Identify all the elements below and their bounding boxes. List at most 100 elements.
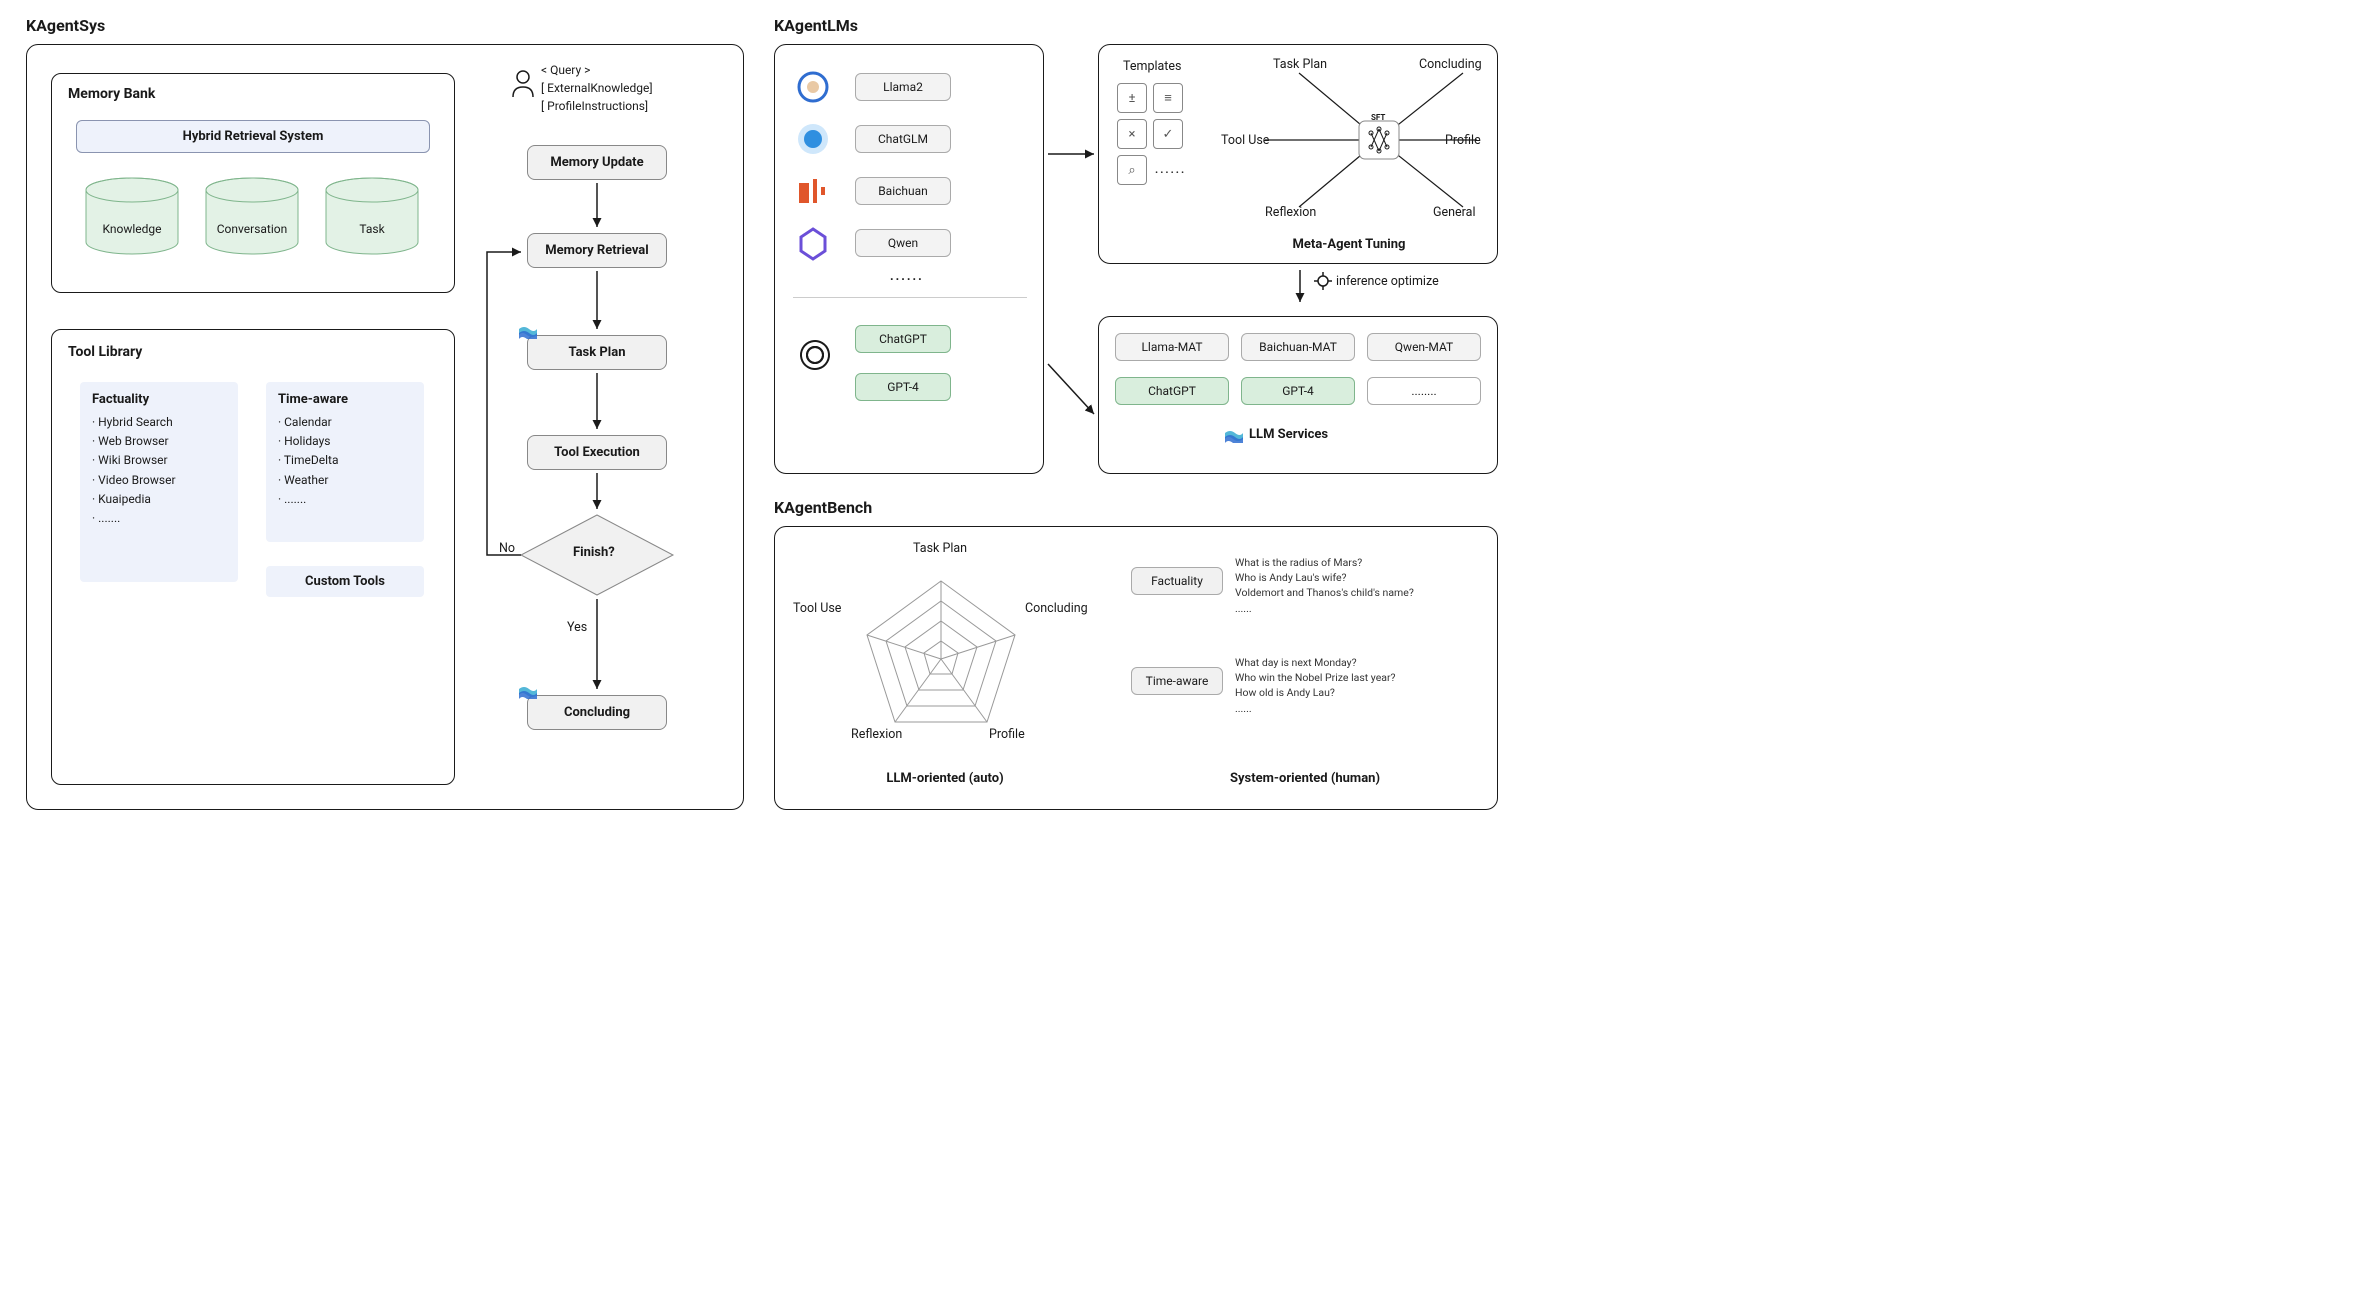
model-gpt4: GPT-4 bbox=[855, 373, 951, 401]
tag-icon bbox=[519, 685, 537, 699]
memory-retrieval-node: Memory Retrieval bbox=[527, 233, 667, 268]
custom-tools: Custom Tools bbox=[266, 566, 424, 597]
query-line: < Query > bbox=[541, 61, 653, 79]
factuality-block: Factuality Hybrid Search Web Browser Wik… bbox=[80, 382, 238, 582]
model-llama2: Llama2 bbox=[855, 73, 951, 101]
q-line: Voldemort and Thanos's child's name? bbox=[1235, 585, 1485, 600]
meta-agent-tuning-title: Meta-Agent Tuning bbox=[1249, 237, 1449, 252]
no-label: No bbox=[499, 541, 515, 556]
bench-timeaware: Time-aware bbox=[1131, 667, 1223, 695]
llama-mat: Llama-MAT bbox=[1115, 333, 1229, 361]
timeaware-block: Time-aware Calendar Holidays TimeDelta W… bbox=[266, 382, 424, 542]
lm-arrows bbox=[1044, 44, 1104, 474]
model-chatglm: ChatGLM bbox=[855, 125, 951, 153]
kagentlms-models-box: Llama2 ChatGLM Baichuan Qwen ...... Chat… bbox=[774, 44, 1044, 474]
q-line: ...... bbox=[1235, 601, 1485, 616]
qwen-mat: Qwen-MAT bbox=[1367, 333, 1481, 361]
svc-gpt4: GPT-4 bbox=[1241, 377, 1355, 405]
tool-library-title: Tool Library bbox=[68, 344, 142, 360]
list-item: Hybrid Search bbox=[92, 413, 226, 432]
dots: ...... bbox=[890, 269, 924, 284]
templates-label: Templates bbox=[1123, 59, 1181, 74]
model-qwen: Qwen bbox=[855, 229, 951, 257]
memory-update-node: Memory Update bbox=[527, 145, 667, 180]
llama-icon bbox=[795, 69, 831, 105]
concluding-node: Concluding bbox=[527, 695, 667, 730]
baichuan-icon bbox=[795, 173, 831, 209]
cylinder-knowledge: Knowledge bbox=[82, 176, 182, 262]
radar-reflexion: Reflexion bbox=[851, 727, 902, 742]
q-line: ...... bbox=[1235, 701, 1485, 716]
meta-agent-tuning-box: Templates ± ≡ × ✓ ⌕ ...... SFT Task Plan… bbox=[1098, 44, 1498, 264]
radar-concluding: Concluding bbox=[1025, 601, 1088, 616]
cyl-label: Conversation bbox=[202, 222, 302, 236]
factuality-head: Factuality bbox=[92, 392, 226, 407]
timeaware-qs: What day is next Monday? Who win the Nob… bbox=[1235, 655, 1485, 716]
list-item: ....... bbox=[278, 490, 412, 509]
templates-dots: ...... bbox=[1155, 163, 1186, 176]
radar-tooluse: Tool Use bbox=[793, 601, 841, 616]
kagentsys-box: Memory Bank Hybrid Retrieval System Know… bbox=[26, 44, 744, 810]
hybrid-retrieval: Hybrid Retrieval System bbox=[76, 120, 430, 153]
cyl-label: Task bbox=[322, 222, 422, 236]
inference-opt-label: inference optimize bbox=[1336, 274, 1439, 289]
list-item: Web Browser bbox=[92, 432, 226, 451]
q-line: What is the radius of Mars? bbox=[1235, 555, 1485, 570]
factuality-list: Hybrid Search Web Browser Wiki Browser V… bbox=[92, 413, 226, 528]
general-label: General bbox=[1433, 205, 1476, 220]
timeaware-head: Time-aware bbox=[278, 392, 412, 407]
radar-profile: Profile bbox=[989, 727, 1025, 742]
cyl-label: Knowledge bbox=[82, 222, 182, 236]
svc-chatgpt: ChatGPT bbox=[1115, 377, 1229, 405]
concluding-label: Concluding bbox=[1419, 57, 1482, 72]
list-item: Video Browser bbox=[92, 471, 226, 490]
list-item: TimeDelta bbox=[278, 451, 412, 470]
q-line: What day is next Monday? bbox=[1235, 655, 1485, 670]
q-line: Who win the Nobel Prize last year? bbox=[1235, 670, 1485, 685]
list-item: Calendar bbox=[278, 413, 412, 432]
kagentlms-title: KAgentLMs bbox=[774, 16, 858, 35]
finish-label: Finish? bbox=[573, 545, 615, 560]
list-item: Weather bbox=[278, 471, 412, 490]
taskplan-label: Task Plan bbox=[1273, 57, 1327, 72]
memory-bank-box: Memory Bank Hybrid Retrieval System Know… bbox=[51, 73, 455, 293]
system-oriented-label: System-oriented (human) bbox=[1175, 771, 1435, 786]
chatglm-icon bbox=[795, 121, 831, 157]
profile-label: Profile bbox=[1445, 133, 1481, 148]
gear-icon bbox=[1314, 272, 1332, 290]
q-line: How old is Andy Lau? bbox=[1235, 685, 1485, 700]
memory-bank-title: Memory Bank bbox=[68, 86, 155, 102]
list-item: Holidays bbox=[278, 432, 412, 451]
list-item: Wiki Browser bbox=[92, 451, 226, 470]
list-item: ....... bbox=[92, 509, 226, 528]
kagentsys-title: KAgentSys bbox=[26, 16, 105, 35]
profile-instr-line: [ ProfileInstructions] bbox=[541, 97, 653, 115]
qwen-icon bbox=[795, 225, 831, 261]
factuality-qs: What is the radius of Mars? Who is Andy … bbox=[1235, 555, 1485, 616]
radar-taskplan: Task Plan bbox=[913, 541, 967, 556]
query-block: < Query > [ ExternalKnowledge] [ Profile… bbox=[541, 61, 653, 115]
model-chatgpt: ChatGPT bbox=[855, 325, 951, 353]
bench-factuality: Factuality bbox=[1131, 567, 1223, 595]
openai-icon bbox=[795, 335, 835, 375]
kagentbench-title: KAgentBench bbox=[774, 498, 872, 517]
tooluse-label: Tool Use bbox=[1221, 133, 1269, 148]
user-icon bbox=[511, 69, 535, 99]
cylinder-task: Task bbox=[322, 176, 422, 262]
ext-knowledge-line: [ ExternalKnowledge] bbox=[541, 79, 653, 97]
llm-services-title: LLM Services bbox=[1249, 427, 1409, 442]
llm-oriented-label: LLM-oriented (auto) bbox=[835, 771, 1055, 786]
timeaware-list: Calendar Holidays TimeDelta Weather ....… bbox=[278, 413, 412, 509]
list-item: Kuaipedia bbox=[92, 490, 226, 509]
tag-icon bbox=[519, 325, 537, 339]
sft-label: SFT bbox=[1371, 113, 1385, 122]
q-line: Who is Andy Lau's wife? bbox=[1235, 570, 1485, 585]
cylinder-conversation: Conversation bbox=[202, 176, 302, 262]
tool-library-box: Tool Library Factuality Hybrid Search We… bbox=[51, 329, 455, 785]
radar-chart bbox=[831, 555, 1051, 755]
tag-icon bbox=[1225, 429, 1243, 443]
task-plan-node: Task Plan bbox=[527, 335, 667, 370]
inference-arrow bbox=[1290, 268, 1310, 310]
yes-label: Yes bbox=[567, 620, 587, 635]
baichuan-mat: Baichuan-MAT bbox=[1241, 333, 1355, 361]
